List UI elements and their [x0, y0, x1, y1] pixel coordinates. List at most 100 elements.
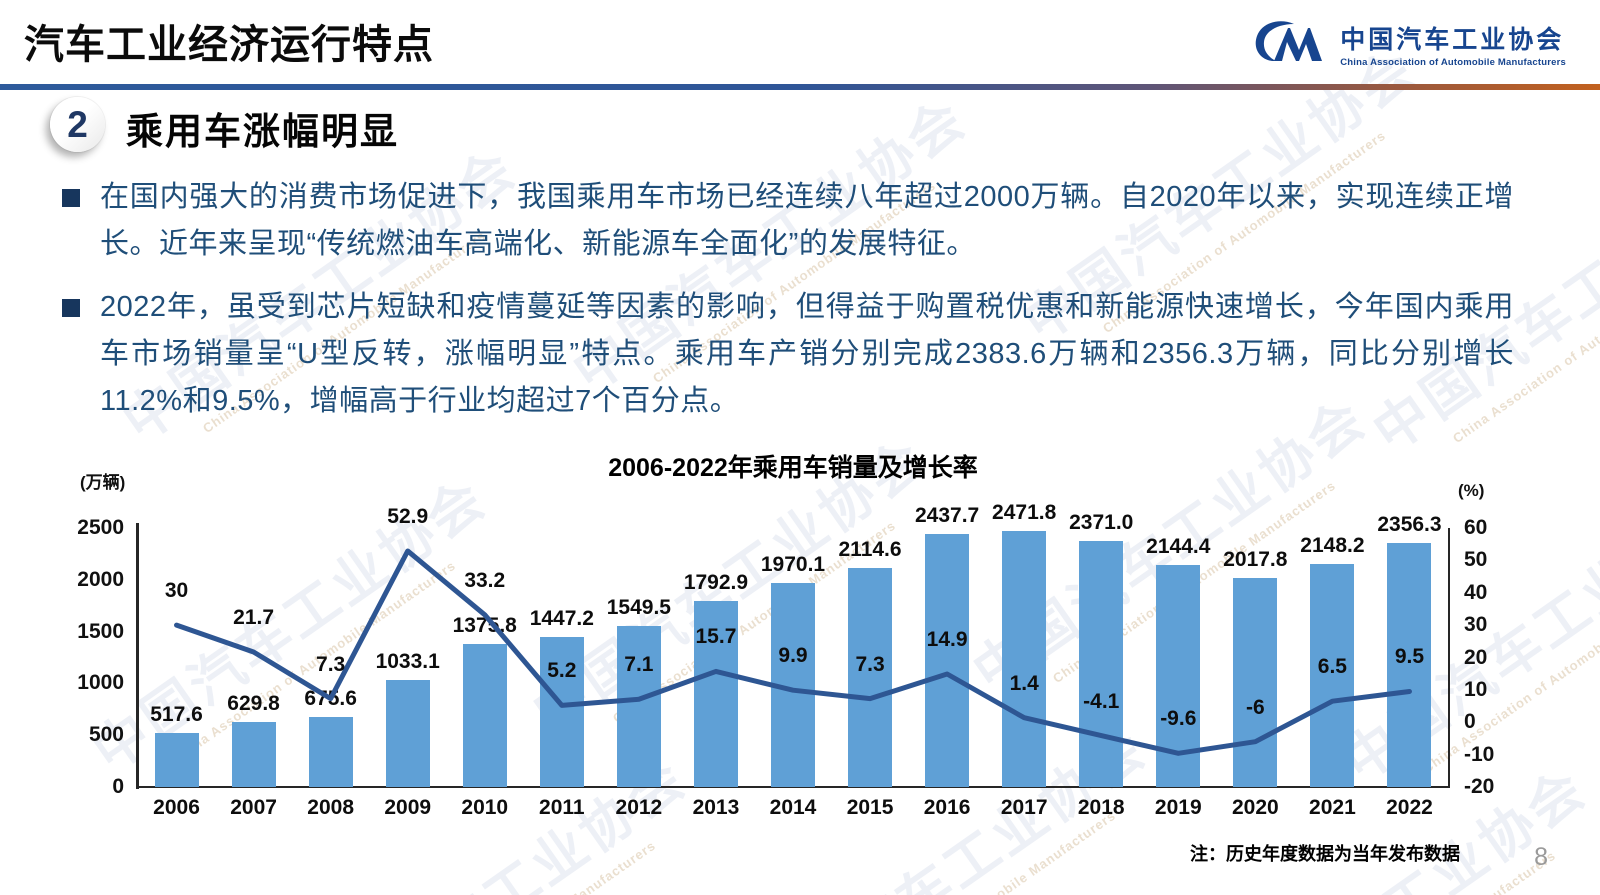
caam-logo: 中国汽车工业协会 China Association of Automobile…: [1250, 16, 1566, 79]
page-number: 8: [1534, 843, 1548, 871]
left-axis-tick: 1000: [77, 671, 124, 695]
growth-value-2011: 5.2: [547, 659, 577, 683]
left-axis-tick: 1500: [77, 619, 124, 643]
bullet-text: 在国内强大的消费市场促进下，我国乘用车市场已经连续八年超过2000万辆。自202…: [100, 181, 1514, 260]
right-axis-tick: 60: [1464, 516, 1488, 539]
growth-value-2014: 9.9: [778, 644, 808, 668]
growth-value-2019: -9.6: [1160, 707, 1197, 731]
right-axis-tick: 20: [1464, 645, 1488, 669]
bar-2012: [616, 626, 661, 787]
bar-value-2014: 1970.1: [760, 552, 826, 576]
growth-value-2020: -6: [1246, 695, 1265, 719]
right-axis-tick: -20: [1464, 775, 1495, 798]
y-axis-left: [136, 523, 139, 789]
x-tick-2012: 2012: [615, 796, 663, 819]
header-divider: [0, 84, 1600, 90]
bar-value-2021: 2148.2: [1300, 534, 1365, 558]
bar-2015: [848, 567, 893, 787]
left-axis-tick: 2500: [77, 516, 124, 539]
growth-value-2016: 14.9: [926, 628, 968, 651]
right-axis-tick: 30: [1464, 613, 1488, 637]
right-axis-tick: 40: [1464, 580, 1488, 604]
x-tick-2019: 2019: [1154, 796, 1202, 819]
bullet-square-icon: [62, 189, 80, 207]
bar-value-2020: 2017.8: [1223, 547, 1288, 571]
bar-2013: [693, 601, 738, 787]
bar-value-2019: 2144.4: [1146, 534, 1211, 558]
x-tick-2014: 2014: [769, 796, 817, 819]
bar-2008: [308, 717, 353, 787]
growth-value-2012: 7.1: [624, 653, 654, 677]
section-number-badge: 2: [50, 97, 105, 152]
x-tick-2020: 2020: [1231, 796, 1279, 819]
caam-logo-icon: [1250, 16, 1330, 79]
bar-value-2012: 1549.5: [606, 596, 671, 620]
x-tick-2017: 2017: [1000, 796, 1048, 819]
x-tick-2015: 2015: [846, 796, 894, 819]
x-tick-2006: 2006: [153, 796, 200, 819]
left-axis-tick: 0: [112, 775, 124, 798]
x-tick-2008: 2008: [307, 796, 354, 819]
growth-value-2015: 7.3: [855, 652, 885, 676]
logo-name-en: China Association of Automobile Manufact…: [1340, 57, 1566, 69]
bar-2016: [925, 534, 970, 787]
x-tick-2007: 2007: [230, 796, 277, 819]
bar-value-2018: 2371.0: [1069, 511, 1134, 535]
x-tick-2010: 2010: [461, 796, 509, 819]
bullet-square-icon: [62, 298, 80, 317]
page-title: 汽车工业经济运行特点: [24, 23, 434, 67]
bar-2007: [231, 721, 276, 787]
x-tick-2018: 2018: [1077, 796, 1125, 819]
growth-value-2007: 21.7: [233, 605, 275, 629]
bar-value-2006: 517.6: [150, 703, 203, 727]
left-axis-unit: (万辆): [80, 473, 126, 492]
x-axis: [136, 786, 1450, 788]
left-axis-tick: 500: [88, 723, 124, 747]
bar-value-2015: 2114.6: [838, 537, 902, 561]
right-axis-tick: 10: [1464, 677, 1488, 701]
growth-value-2009: 52.9: [387, 504, 429, 528]
right-axis-tick: -10: [1464, 742, 1495, 766]
bar-2017: [1002, 530, 1047, 787]
right-axis-tick: 0: [1464, 710, 1476, 734]
x-tick-2013: 2013: [692, 796, 740, 819]
bar-value-2016: 2437.7: [914, 504, 980, 528]
bar-2021: [1310, 564, 1355, 787]
bar-value-2007: 629.8: [227, 691, 280, 715]
growth-value-2022: 9.5: [1394, 645, 1425, 669]
bar-2006: [154, 733, 199, 787]
bullet-item: 在国内强大的消费市场促进下，我国乘用车市场已经连续八年超过2000万辆。自202…: [62, 174, 1514, 268]
bar-2011: [539, 637, 584, 787]
bar-2010: [462, 644, 507, 787]
footnote: 注：历史年度数据为当年发布数据: [1190, 844, 1460, 864]
logo-name-zh: 中国汽车工业协会: [1340, 25, 1565, 54]
x-tick-2011: 2011: [539, 796, 585, 819]
bar-2020: [1233, 577, 1278, 787]
y-axis-right: [1448, 528, 1450, 788]
growth-value-2006: 30: [164, 579, 189, 603]
growth-value-2008: 7.3: [316, 652, 346, 676]
bullet-text: 2022年，虽受到芯片短缺和疫情蔓延等因素的影响，但得益于购置税优惠和新能源快速…: [100, 290, 1514, 417]
growth-value-2010: 33.2: [464, 568, 506, 592]
right-axis-tick: 50: [1464, 548, 1488, 572]
growth-value-2018: -4.1: [1083, 689, 1120, 713]
bar-2022: [1387, 542, 1432, 787]
bar-value-2022: 2356.3: [1377, 512, 1442, 536]
section-heading: 乘用车涨幅明显: [126, 111, 399, 152]
bar-2009: [385, 679, 430, 787]
chart-title: 2006-2022年乘用车销量及增长率: [608, 454, 978, 482]
growth-value-2021: 6.5: [1317, 655, 1347, 679]
x-tick-2022: 2022: [1386, 796, 1433, 819]
x-tick-2016: 2016: [923, 796, 971, 819]
bullet-item: 2022年，虽受到芯片短缺和疫情蔓延等因素的影响，但得益于购置税优惠和新能源快速…: [62, 284, 1514, 425]
bar-value-2013: 1792.9: [683, 571, 749, 595]
bar-value-2017: 2471.8: [992, 500, 1057, 524]
growth-value-2017: 1.4: [1009, 671, 1039, 695]
bar-value-2009: 1033.1: [375, 649, 440, 673]
growth-value-2013: 15.7: [695, 625, 737, 649]
bar-2018: [1079, 541, 1124, 787]
bullet-list: 在国内强大的消费市场促进下，我国乘用车市场已经连续八年超过2000万辆。自202…: [62, 174, 1514, 441]
